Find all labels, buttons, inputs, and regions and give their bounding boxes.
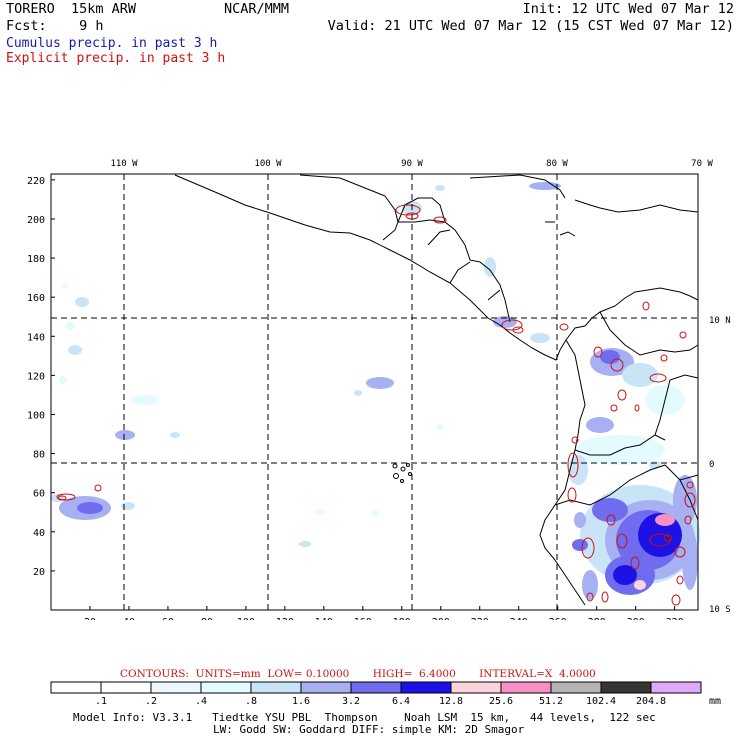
- x-tick-label: 240: [510, 617, 528, 620]
- colorbar-swatch: [450, 681, 502, 694]
- y-tick-label: 60: [33, 489, 45, 500]
- cumulus-precip-shading: [50, 182, 700, 600]
- y-tick-label: 40: [33, 528, 45, 539]
- forecast-hour: Fcst: 9 h: [6, 18, 104, 34]
- graticule: [51, 174, 698, 610]
- colorbar-swatch: [350, 681, 402, 694]
- x-tick-label: 80: [201, 617, 213, 620]
- x-tick-label: 20: [84, 617, 96, 620]
- colorbar-label: 6.4: [392, 696, 410, 707]
- lon-label: 90 W: [401, 159, 423, 169]
- colorbar-label: 12.8: [439, 696, 463, 707]
- x-tick-label: 40: [123, 617, 135, 620]
- colorbar-label: 51.2: [539, 696, 563, 707]
- y-tick-label: 180: [27, 254, 45, 265]
- center-label: NCAR/MMM: [224, 1, 290, 17]
- contours-label: CONTOURS:: [120, 668, 189, 680]
- contours-units: UNITS=mm: [195, 668, 261, 680]
- x-tick-label: 120: [276, 617, 294, 620]
- colorbar-label: .2: [145, 696, 157, 707]
- lon-label: 80 W: [546, 159, 568, 169]
- colorbar-swatch: [550, 681, 602, 694]
- y-tick-label: 100: [27, 410, 45, 421]
- x-tick-label: 140: [315, 617, 333, 620]
- lat-label: 10 N: [709, 316, 731, 326]
- colorbar-label: 3.2: [342, 696, 360, 707]
- colorbar-label: 25.6: [489, 696, 513, 707]
- colorbar-swatch: [100, 681, 152, 694]
- colorbar-swatch: [300, 681, 352, 694]
- contours-high: HIGH= 6.4000: [372, 668, 456, 680]
- x-tick-label: 300: [627, 617, 645, 620]
- x-tick-label: 200: [432, 617, 450, 620]
- x-tick-label: 280: [588, 617, 606, 620]
- explicit-precip-contours: [56, 204, 696, 606]
- contours-low: LOW= 0.10000: [267, 668, 350, 680]
- y-tick-label: 20: [33, 567, 45, 578]
- colorbar-label: 102.4: [586, 696, 616, 707]
- explicit-field-title: Explicit precip. in past 3 h: [6, 51, 226, 66]
- colorbar-swatch: [400, 681, 452, 694]
- colorbar-swatch: [50, 681, 102, 694]
- x-tick-label: 320: [666, 617, 684, 620]
- model-info-line1: Model Info: V3.3.1 Tiedtke YSU PBL Thomp…: [73, 711, 656, 724]
- x-tick-label: 180: [393, 617, 411, 620]
- colorbar-label: .1: [95, 696, 107, 707]
- colorbar: .1 .2 .4 .8 1.6 3.2 6.4 12.8 25.6 51.2 102.4 204.8 m…: [50, 681, 721, 707]
- precip-map: 110 W 100 W 90 W 80 W 70 W 10 N 0 10 S: [27, 159, 731, 620]
- x-tick-label: 100: [237, 617, 255, 620]
- model-name: TORERO 15km ARW: [6, 1, 137, 17]
- colorbar-swatch: [250, 681, 302, 694]
- y-tick-label: 140: [27, 332, 45, 343]
- colorbar-swatch: [650, 681, 702, 694]
- colorbar-label: 1.6: [292, 696, 310, 707]
- cumulus-field-title: Cumulus precip. in past 3 h: [6, 36, 218, 51]
- x-tick-label: 60: [162, 617, 174, 620]
- contours-interval: INTERVAL=X 4.0000: [479, 668, 596, 680]
- y-tick-label: 120: [27, 371, 45, 382]
- valid-time: Valid: 21 UTC Wed 07 Mar 12 (15 CST Wed …: [327, 18, 734, 34]
- y-axis: 20 40 60 80 100 120 140 160 180 200 220: [27, 176, 55, 578]
- x-axis: 20 40 60 80 100 120 140 160 180 200 220 240 260 280 30…: [84, 606, 684, 620]
- lat-label: 10 S: [709, 605, 731, 615]
- x-tick-label: 220: [471, 617, 489, 620]
- contours-info: CONTOURS: UNITS=mm LOW= 0.10000 HIGH= 6.…: [120, 668, 596, 680]
- colorbar-label: .8: [245, 696, 257, 707]
- colorbar-swatch: [500, 681, 552, 694]
- model-info-line2: LW: Godd SW: Goddard DIFF: simple KM: 2D…: [213, 723, 525, 736]
- lon-label: 110 W: [110, 159, 138, 169]
- x-tick-label: 160: [354, 617, 372, 620]
- init-time: Init: 12 UTC Wed 07 Mar 12: [522, 1, 734, 17]
- latitude-labels: 10 N 0 10 S: [709, 316, 731, 615]
- lon-label: 100 W: [254, 159, 282, 169]
- coastlines: [174, 174, 699, 606]
- colorbar-swatch: [200, 681, 252, 694]
- lon-label: 70 W: [691, 159, 713, 169]
- colorbar-unit: mm: [709, 696, 721, 707]
- y-tick-label: 80: [33, 450, 45, 461]
- map-frame: [50, 173, 699, 611]
- lat-label: 0: [709, 460, 714, 470]
- y-tick-label: 220: [27, 176, 45, 187]
- y-tick-label: 200: [27, 215, 45, 226]
- y-tick-label: 160: [27, 293, 45, 304]
- longitude-labels: 110 W 100 W 90 W 80 W 70 W: [110, 159, 713, 169]
- colorbar-label: 204.8: [636, 696, 666, 707]
- colorbar-swatch: [150, 681, 202, 694]
- colorbar-swatch: [600, 681, 652, 694]
- colorbar-label: .4: [195, 696, 207, 707]
- x-tick-label: 260: [549, 617, 567, 620]
